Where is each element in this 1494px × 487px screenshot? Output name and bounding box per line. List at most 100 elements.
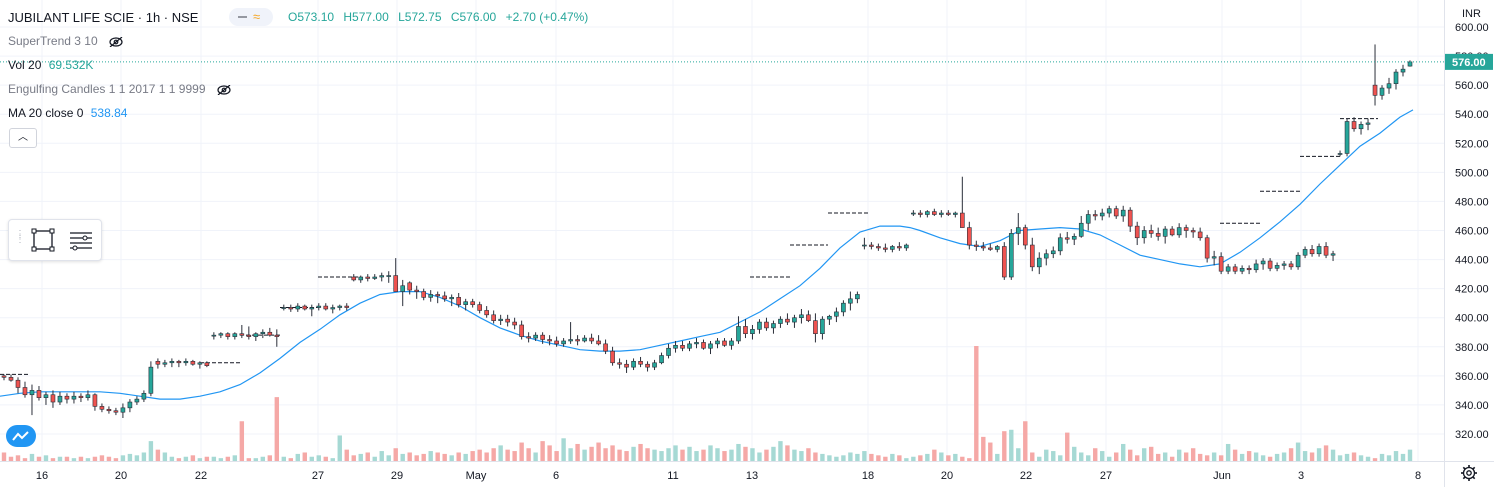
volume-bars xyxy=(1,346,1413,461)
volume-bar xyxy=(211,456,217,461)
candle-body xyxy=(582,337,587,342)
candle-body xyxy=(1288,263,1294,268)
volume-bar xyxy=(323,456,328,461)
candle-body xyxy=(1162,228,1168,237)
ma-line xyxy=(0,109,1414,400)
candle-body xyxy=(1218,256,1224,272)
candle-body xyxy=(379,275,385,278)
candle-body xyxy=(918,212,923,215)
candle-body xyxy=(456,297,461,305)
volume-bar xyxy=(113,458,119,461)
candle-body xyxy=(1092,214,1098,217)
candle-body xyxy=(43,394,49,398)
candle-body xyxy=(491,314,496,321)
candle-body xyxy=(281,307,287,309)
grip-icon[interactable]: ⋮ ⋮ xyxy=(15,229,25,245)
candle-body xyxy=(897,246,902,249)
volume-bar xyxy=(876,455,881,461)
x-tick-label: May xyxy=(466,470,487,482)
volume-bar xyxy=(1127,449,1133,461)
volume-bar xyxy=(1148,446,1154,461)
volume-bar xyxy=(1288,448,1294,461)
volume-bar xyxy=(50,458,56,461)
candle-body xyxy=(1078,222,1084,237)
indicator-ma[interactable]: MA 20 close 0 538.84 xyxy=(8,105,127,121)
volume-bar xyxy=(785,445,790,461)
candle-body xyxy=(1316,246,1322,255)
volume-bar xyxy=(568,448,573,461)
volume-bar xyxy=(442,453,447,461)
volume-bar xyxy=(946,455,951,461)
volume-bar xyxy=(932,449,937,461)
volume-bar xyxy=(1009,429,1014,461)
volume-bar xyxy=(722,451,727,461)
eye-off-icon[interactable] xyxy=(217,84,231,95)
candle-body xyxy=(106,408,112,412)
candle-body xyxy=(1,375,7,378)
indicator-supertrend[interactable]: SuperTrend 3 10 xyxy=(8,33,123,49)
ohlc-readout: O573.10 H577.00 L572.75 C576.00 +2.70 (+… xyxy=(288,10,594,24)
lines-icon[interactable] xyxy=(67,226,95,254)
indicator-label: MA 20 close 0 xyxy=(8,106,84,120)
symbol-title[interactable]: JUBILANT LIFE SCIE · 1h · NSE xyxy=(8,10,198,25)
candle-body xyxy=(197,362,203,365)
volume-bar xyxy=(1400,453,1406,461)
candle-body xyxy=(78,395,84,398)
volume-bar xyxy=(1386,455,1392,461)
candle-body xyxy=(1057,237,1063,252)
candle-body xyxy=(29,390,35,396)
candle-body xyxy=(36,390,42,398)
candle-body xyxy=(1323,246,1329,256)
volume-bar xyxy=(421,453,426,461)
candle-body xyxy=(848,298,853,304)
volume-bar xyxy=(253,458,259,461)
rectangle-icon[interactable] xyxy=(29,226,57,254)
candle-body xyxy=(547,339,552,342)
currency-label[interactable]: INR xyxy=(1462,8,1481,20)
volume-bar xyxy=(1274,453,1280,461)
volume-bar xyxy=(1023,421,1028,461)
candle-body xyxy=(638,361,643,365)
volume-bar xyxy=(596,442,601,461)
volume-bar xyxy=(1197,453,1203,461)
volume-bar xyxy=(911,456,916,461)
collapse-legend-button[interactable]: ︿ xyxy=(9,128,37,148)
candle-body xyxy=(1029,244,1035,268)
indicator-volume[interactable]: Vol 20 69.532K xyxy=(8,57,93,73)
candle-body xyxy=(470,301,475,305)
tradingview-logo-icon[interactable] xyxy=(6,425,36,447)
volume-bar xyxy=(1044,449,1049,461)
wave-icon: ≈ xyxy=(253,9,261,24)
volume-bar xyxy=(106,456,112,461)
x-tick-label: 27 xyxy=(312,470,324,482)
candle-body xyxy=(568,339,573,342)
eye-off-icon[interactable] xyxy=(109,36,123,47)
candle-body xyxy=(1155,233,1161,237)
volume-bar xyxy=(792,449,797,461)
gear-icon[interactable] xyxy=(1460,464,1478,482)
candle-body xyxy=(505,318,510,323)
y-tick-label: 460.00 xyxy=(1455,226,1489,238)
volume-bar xyxy=(666,448,671,461)
supertrend-levels xyxy=(0,118,1378,375)
volume-bar xyxy=(897,455,902,461)
candle-body xyxy=(260,331,266,335)
candle-body xyxy=(92,394,98,407)
candle-body xyxy=(1008,233,1014,278)
volume-bar xyxy=(1065,432,1070,461)
symbol-name[interactable]: JUBILANT LIFE SCIE · 1h · NSE xyxy=(8,10,199,25)
volume-bar xyxy=(1037,456,1042,461)
volume-bar xyxy=(372,456,377,461)
drawing-toolbar[interactable]: ⋮ ⋮ xyxy=(8,219,102,261)
volume-bar xyxy=(232,455,238,461)
volume-bar xyxy=(799,451,804,461)
volume-bar xyxy=(869,453,874,461)
volume-bar xyxy=(848,452,853,461)
chart-type-pill[interactable]: ≈ xyxy=(229,8,273,26)
volume-bar xyxy=(575,443,580,461)
y-tick-label: 520.00 xyxy=(1455,138,1489,150)
volume-bar xyxy=(1134,455,1140,461)
volume-bar xyxy=(736,443,741,461)
indicator-engulfing[interactable]: Engulfing Candles 1 1 2017 1 1 9999 xyxy=(8,81,231,97)
